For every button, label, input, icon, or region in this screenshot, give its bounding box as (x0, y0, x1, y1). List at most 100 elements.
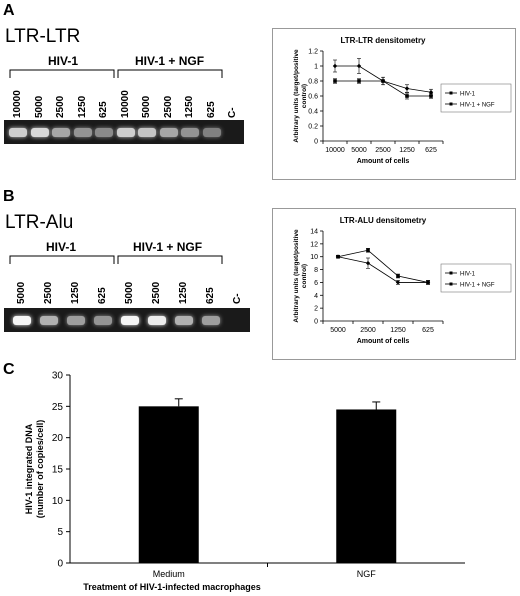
y-tick-label: 0 (314, 139, 318, 146)
data-point (426, 280, 430, 285)
series-line (337, 256, 428, 283)
data-point (396, 274, 400, 278)
gel-band (181, 128, 199, 137)
gel-b-group-hiv: HIV-1 (46, 240, 77, 254)
chart-c: 0 5 10 15 20 25 30 Medium NGF Treatment of HIV-1-… (24, 371, 465, 592)
data-point (405, 94, 409, 98)
chart-b: LTR-ALU densitometry 0 2 4 6 8 10 12 14 5000 2500 1… (293, 216, 512, 345)
y-tick-label: 30 (52, 371, 64, 382)
x-tick-label: 625 (425, 147, 437, 154)
gel-a-brackets (9, 69, 223, 78)
panel-c-letter: C (3, 361, 15, 378)
gel-band (95, 128, 113, 137)
y-axis-label-line: HIV-1 integrated DNA (24, 423, 34, 514)
gel-band (148, 316, 166, 325)
legend-marker (449, 282, 453, 286)
gel-band (138, 128, 156, 137)
lane-label: 1250 (76, 95, 88, 118)
gel-band (159, 128, 178, 137)
gel-band (202, 128, 221, 137)
y-tick-label: 0.6 (308, 94, 318, 101)
y-tick-label: 0.4 (308, 109, 318, 116)
y-tick-label: 4 (314, 293, 318, 300)
lane-label: 10000 (119, 90, 131, 118)
gel-band (121, 316, 139, 325)
y-tick-label: 10 (310, 254, 318, 261)
lane-label: 625 (97, 287, 108, 304)
x-axis-label: Treatment of HIV-1-infected macrophages (83, 582, 261, 592)
x-tick-label: 2500 (375, 147, 391, 154)
chart-a-box: LTR-LTR densitometry 0 0.2 0.4 0.6 0.8 1 1.2 100… (272, 28, 516, 180)
panel-b-letter: B (3, 188, 15, 205)
legend-label: HIV-1 + NGF (460, 103, 495, 109)
x-axis-label: Amount of cells (357, 158, 410, 165)
x-tick-label: 5000 (351, 147, 367, 154)
lane-label: 625 (205, 101, 217, 118)
gel-b-brackets (9, 255, 223, 264)
y-tick-label: 6 (314, 280, 318, 287)
legend-label: HIV-1 + NGF (460, 283, 495, 289)
lane-label: 2500 (43, 281, 54, 304)
x-tick-label: NGF (357, 569, 377, 579)
x-axis-label: Amount of cells (357, 338, 410, 345)
lane-label: 625 (205, 287, 216, 304)
legend-box (440, 263, 512, 293)
gel-band (30, 128, 49, 137)
y-tick-label: 20 (52, 433, 64, 444)
legend-marker (449, 91, 453, 95)
lane-label: 5000 (141, 95, 152, 118)
gel-band (202, 316, 220, 325)
legend-box (440, 83, 512, 113)
chart-title: LTR-ALU densitometry (340, 216, 427, 225)
y-tick-label: 15 (52, 465, 64, 476)
x-tick-label: 2500 (360, 327, 376, 334)
legend-marker (449, 102, 453, 106)
gel-band (73, 128, 92, 137)
y-axis-label: Arbitrary units (target/positivecontrol) (293, 49, 308, 143)
data-point (332, 63, 338, 69)
lane-label: 2500 (162, 95, 174, 118)
bar (138, 406, 199, 563)
y-axis-label-line: (number of copies/cell) (35, 420, 45, 519)
lane-label: 1250 (70, 281, 81, 304)
series-line (337, 249, 429, 283)
gel-band (52, 128, 70, 137)
lane-label: 625 (98, 101, 109, 118)
data-point (428, 90, 434, 95)
y-tick-label: 0.2 (308, 124, 318, 131)
lane-label: 5000 (16, 281, 27, 304)
lane-label: 5000 (33, 95, 45, 118)
y-axis-label: Arbitrary units (target/positivecontrol) (293, 229, 308, 323)
panel-b-title: LTR-Alu (5, 212, 74, 233)
y-tick-label: 0 (314, 319, 318, 326)
gel-band (40, 316, 58, 325)
y-tick-label: 10 (52, 496, 64, 507)
gel-b-image (4, 308, 250, 332)
gel-band (67, 316, 85, 325)
y-tick-label: 12 (310, 241, 318, 248)
gel-band (175, 316, 193, 325)
lane-label: 2500 (151, 281, 162, 304)
data-point (357, 79, 361, 83)
chart-a: LTR-LTR densitometry 0 0.2 0.4 0.6 0.8 1 1.2 100… (293, 36, 512, 165)
gel-b-group-ngf: HIV-1 + NGF (133, 240, 203, 254)
lane-label: 1250 (178, 281, 189, 304)
chart-b-box: LTR-ALU densitometry 0 2 4 6 8 10 12 14 5000 2500 1… (272, 208, 516, 360)
bar (336, 409, 397, 563)
x-tick-label: 10000 (325, 147, 345, 154)
gel-a-image (4, 120, 244, 144)
data-point (333, 79, 337, 83)
y-tick-label: 0 (57, 559, 63, 570)
lane-label: 5000 (124, 281, 135, 304)
lane-label: 10000 (12, 90, 23, 118)
y-tick-label: 0.8 (308, 79, 318, 86)
y-tick-label: 25 (52, 402, 64, 413)
data-point (365, 260, 371, 266)
y-axis-label-line: control) (301, 84, 308, 108)
x-tick-label: 5000 (330, 327, 346, 334)
x-tick-label: Medium (153, 569, 185, 579)
x-tick-label: 1250 (390, 327, 406, 334)
lane-label: 1250 (184, 95, 195, 118)
y-tick-label: 1.2 (308, 49, 318, 56)
lane-label: C- (227, 107, 238, 118)
